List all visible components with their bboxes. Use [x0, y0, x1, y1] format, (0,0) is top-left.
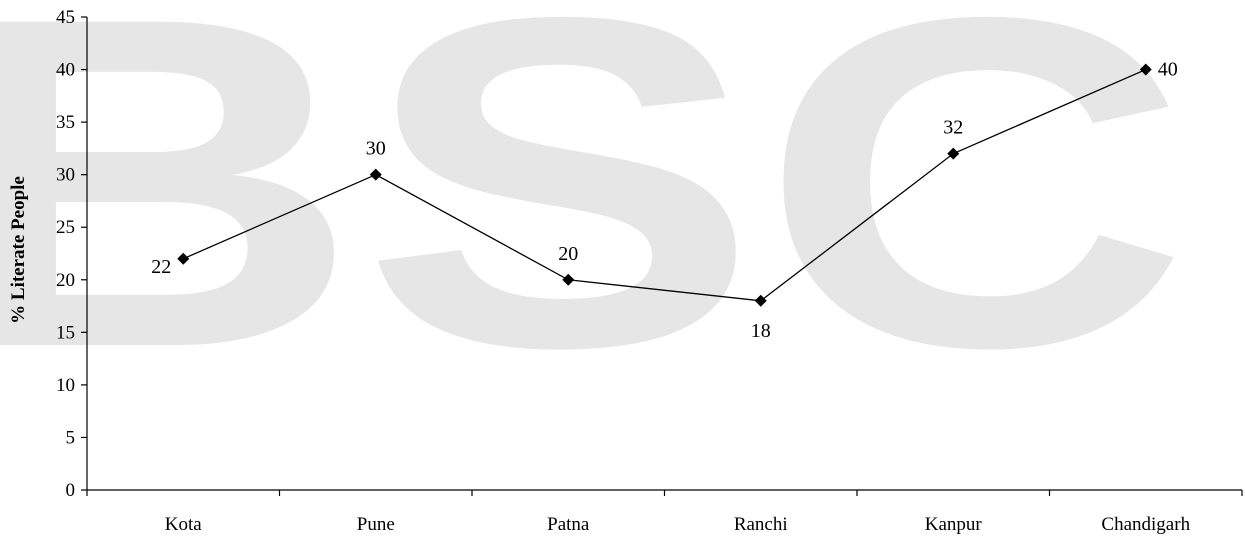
- y-tick-label: 30: [56, 165, 75, 186]
- y-tick-label: 15: [56, 322, 75, 343]
- y-tick-label: 35: [56, 112, 75, 133]
- data-point-marker: [754, 294, 767, 307]
- x-tick-label: Kota: [165, 514, 203, 535]
- y-axis-title: % Literate People: [8, 176, 29, 324]
- x-tick-label: Chandigarh: [1101, 514, 1190, 535]
- y-tick-label: 0: [66, 480, 76, 501]
- data-point-marker: [177, 252, 190, 265]
- x-axis-ticks: Kota Pune Patna Ranchi Kanpur Chandigarh: [86, 490, 1243, 535]
- data-label: 22: [151, 256, 171, 278]
- y-tick-label: 45: [56, 7, 75, 28]
- series-line: [182, 68, 1147, 302]
- y-tick-label: 25: [56, 217, 75, 238]
- y-tick-label: 5: [66, 427, 76, 448]
- x-tick-label: Kanpur: [925, 514, 983, 535]
- y-tick-label: 40: [56, 60, 75, 81]
- series-group: [177, 63, 1152, 307]
- x-tick-label: Patna: [547, 514, 590, 535]
- data-point-marker: [947, 147, 960, 160]
- data-point-marker: [369, 168, 382, 181]
- data-label: 32: [943, 117, 963, 139]
- data-labels: 22 30 20 18 32 40: [151, 59, 1178, 342]
- data-label: 30: [366, 138, 386, 160]
- x-tick-label: Pune: [357, 514, 395, 535]
- y-tick-label: 20: [56, 270, 75, 291]
- y-tick-label: 10: [56, 375, 75, 396]
- data-point-marker: [562, 273, 575, 286]
- data-point-marker: [1139, 63, 1152, 76]
- y-axis-ticks: 0 5 10 15 20 25 30 35 40 45: [56, 7, 87, 501]
- data-label: 40: [1158, 59, 1178, 81]
- x-tick-label: Ranchi: [734, 514, 788, 535]
- watermark-text: BSC: [0, 0, 1190, 445]
- data-label: 18: [751, 320, 771, 342]
- data-label: 20: [558, 243, 578, 265]
